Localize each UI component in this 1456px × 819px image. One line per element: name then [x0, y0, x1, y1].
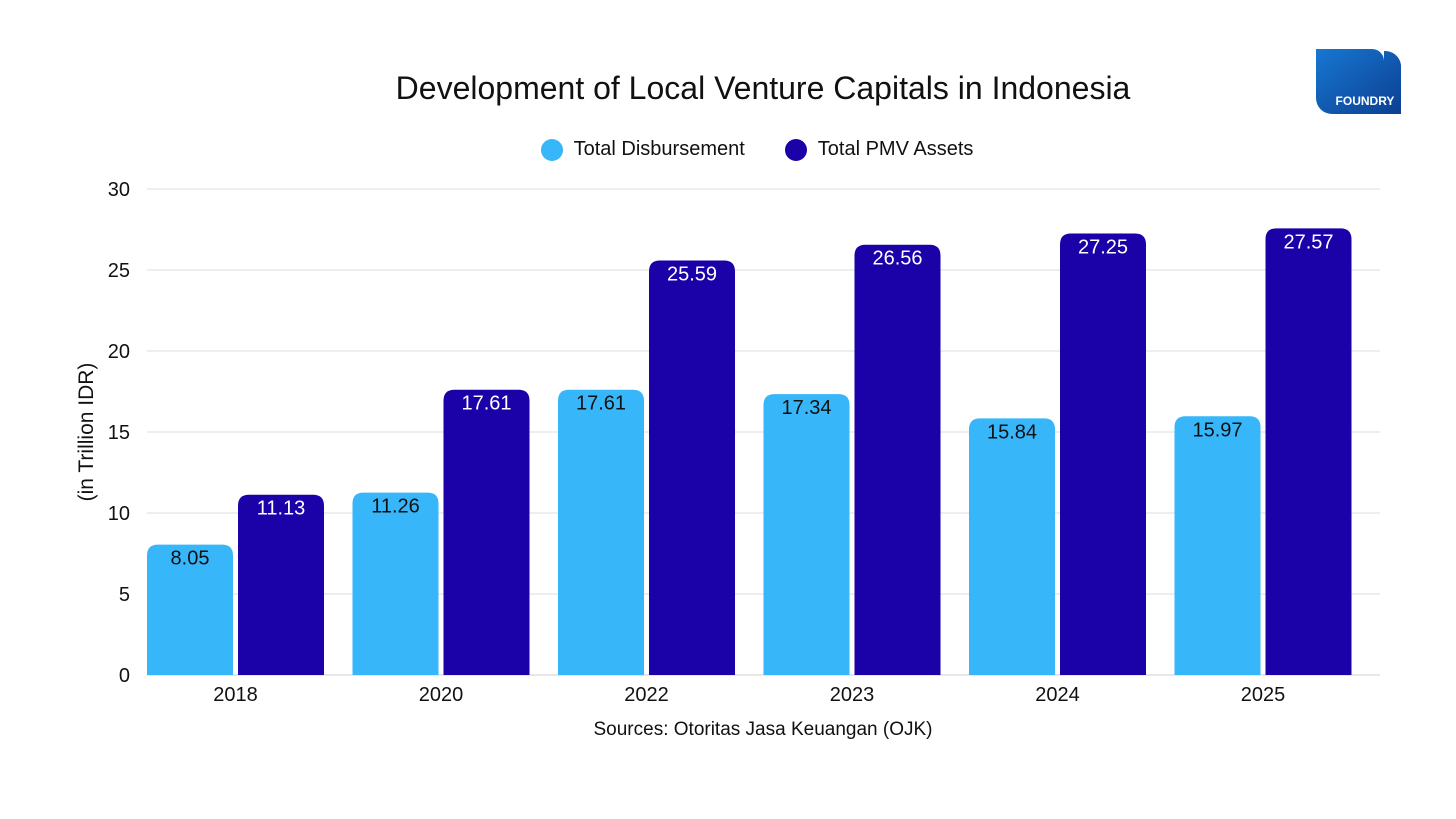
bar-disbursement: [147, 544, 233, 675]
y-tick-label: 5: [119, 584, 130, 606]
y-tick-label: 10: [108, 503, 130, 525]
bar-value-label: 27.25: [1078, 237, 1128, 259]
bar-disbursement: [969, 418, 1055, 675]
legend: Total Disbursement Total PMV Assets: [0, 138, 1456, 161]
chart-title: Development of Local Venture Capitals in…: [395, 70, 1131, 106]
bar-value-label: 25.59: [667, 263, 717, 285]
legend-item-disbursement: Total Disbursement: [540, 138, 745, 161]
bar-value-label: 15.84: [987, 421, 1037, 443]
bar-value-label: 15.97: [1192, 419, 1242, 441]
bar-value-label: 8.05: [171, 548, 210, 570]
x-tick-label: 2024: [1035, 684, 1080, 706]
bar-pmv-assets: [1265, 228, 1352, 675]
bar-value-label: 27.57: [1283, 231, 1333, 253]
bars: [147, 228, 1352, 676]
bar-disbursement: [352, 492, 439, 675]
legend-swatch-pmv-assets: [784, 138, 807, 161]
bar-pmv-assets: [1060, 233, 1146, 676]
bar-value-label: 17.61: [576, 393, 626, 415]
y-tick-label: 15: [108, 422, 130, 444]
x-tick-label: 2018: [213, 684, 258, 706]
bar-value-label: 17.34: [781, 397, 831, 419]
y-tick-label: 0: [119, 665, 130, 687]
legend-item-pmv-assets: Total PMV Assets: [784, 138, 974, 161]
source-note: Sources: Otoritas Jasa Keuangan (OJK): [593, 719, 933, 740]
bar-disbursement: [558, 389, 644, 675]
y-tick-label: 20: [108, 341, 130, 363]
legend-label-pmv-assets: Total PMV Assets: [817, 138, 974, 160]
foundry-logo: FOUNDRY: [1316, 49, 1401, 114]
bar-disbursement: [1174, 416, 1261, 675]
y-tick-label: 30: [108, 179, 130, 201]
bar-value-label: 11.13: [257, 498, 306, 520]
x-tick-label: 2025: [1241, 684, 1286, 706]
y-tick-label: 25: [108, 260, 130, 282]
bar-pmv-assets: [443, 389, 530, 675]
legend-label-disbursement: Total Disbursement: [573, 138, 745, 160]
bar-pmv-assets: [854, 244, 941, 675]
y-axis-title: (in Trillion IDR): [75, 363, 98, 502]
x-tick-label: 2022: [624, 684, 669, 706]
data-labels: 8.05 11.13 11.26 17.61 17.61 25.59 17.34 26.56 1…: [171, 231, 1334, 569]
bar-value-label: 26.56: [872, 248, 922, 270]
bar-value-label: 11.26: [371, 496, 420, 518]
legend-swatch-disbursement: [540, 138, 563, 161]
x-tick-label: 2020: [419, 684, 464, 706]
logo-text: FOUNDRY: [1336, 94, 1395, 108]
bar-pmv-assets: [238, 494, 324, 675]
bar-pmv-assets: [649, 260, 735, 675]
bar-value-label: 17.61: [461, 393, 511, 415]
bar-disbursement: [763, 394, 850, 675]
x-tick-label: 2023: [830, 684, 875, 706]
logo-mark: [1316, 49, 1401, 114]
